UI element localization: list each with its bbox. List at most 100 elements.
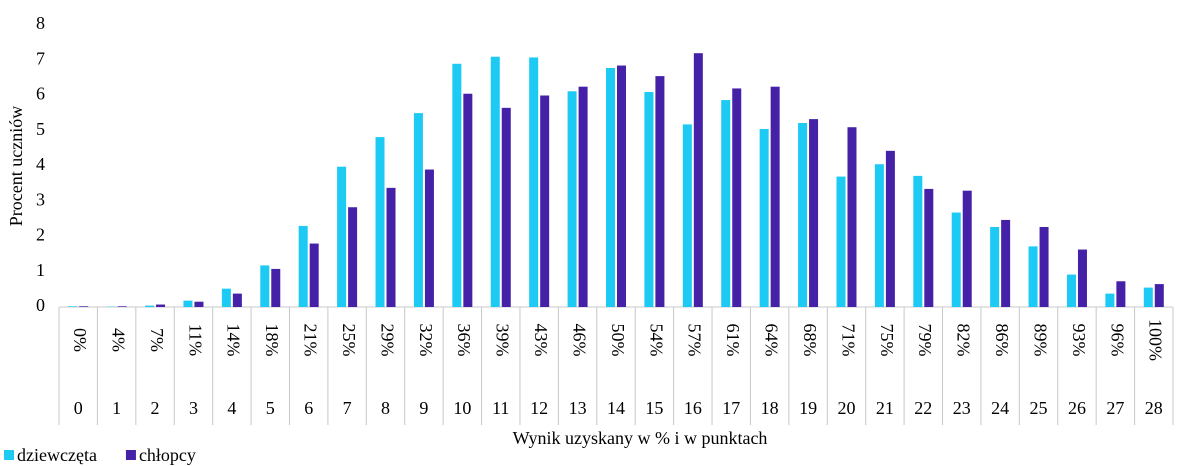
bar — [452, 63, 462, 308]
x-tick-label: 25 — [1030, 398, 1048, 418]
bar — [770, 86, 780, 307]
x-tick-percent-label: 11% — [185, 324, 205, 356]
bar — [759, 128, 769, 307]
bar — [298, 225, 308, 307]
bar — [424, 169, 434, 307]
bar — [501, 107, 511, 308]
y-tick-label: 2 — [36, 225, 45, 245]
y-tick-label: 8 — [36, 13, 45, 33]
bar — [990, 226, 1000, 307]
x-tick-percent-label: 71% — [838, 324, 858, 357]
x-tick-percent-label: 57% — [685, 324, 705, 357]
x-tick-percent-label: 54% — [646, 324, 666, 357]
legend-label: chłopcy — [139, 445, 196, 465]
x-tick-label: 12 — [530, 398, 548, 418]
x-tick-label: 20 — [837, 398, 855, 418]
bar — [463, 93, 473, 307]
bar — [1028, 246, 1038, 307]
x-tick-label: 3 — [189, 398, 198, 418]
x-tick-percent-label: 32% — [416, 324, 436, 357]
x-tick-percent-label: 79% — [915, 324, 935, 357]
bar — [194, 301, 204, 307]
x-tick-label: 21 — [876, 398, 894, 418]
bar — [490, 56, 500, 307]
y-tick-label: 3 — [36, 189, 45, 209]
bar — [732, 88, 742, 307]
x-tick-percent-label: 0% — [70, 328, 90, 352]
bar — [79, 306, 89, 307]
bar — [529, 57, 539, 308]
x-tick-label: 24 — [991, 398, 1009, 418]
bar — [221, 288, 231, 307]
y-tick-label: 4 — [36, 154, 45, 174]
x-tick-percent-label: 96% — [1107, 324, 1127, 357]
bar — [348, 207, 358, 307]
x-tick-percent-label: 46% — [569, 324, 589, 357]
bar — [693, 53, 703, 308]
bar — [540, 95, 550, 307]
bar — [309, 243, 319, 307]
bar — [1143, 287, 1153, 307]
x-tick-percent-label: 86% — [992, 324, 1012, 357]
x-tick-label: 13 — [569, 398, 587, 418]
bar — [606, 68, 615, 307]
x-tick-percent-label: 25% — [339, 324, 359, 357]
x-tick-label: 5 — [266, 398, 275, 418]
bar — [847, 127, 857, 307]
bar — [617, 65, 626, 307]
bar — [1116, 281, 1126, 307]
x-tick-label: 0 — [74, 398, 83, 418]
x-tick-percent-label: 39% — [493, 324, 513, 357]
x-tick-percent-label: 50% — [608, 324, 628, 357]
x-tick-percent-label: 89% — [1030, 324, 1050, 357]
bar — [156, 304, 166, 307]
bar — [1001, 219, 1011, 307]
bar — [1154, 284, 1164, 307]
x-tick-percent-label: 21% — [301, 324, 321, 357]
y-axis-label: Procent uczniów — [6, 106, 26, 226]
bar — [68, 306, 78, 307]
bar — [644, 91, 654, 307]
x-tick-label: 23 — [953, 398, 971, 418]
x-tick-label: 9 — [419, 398, 428, 418]
bar — [924, 188, 934, 307]
x-tick-percent-label: 100% — [1146, 319, 1166, 361]
x-tick-label: 16 — [684, 398, 702, 418]
bar — [885, 150, 895, 307]
bar — [578, 86, 588, 307]
x-tick-label: 2 — [151, 398, 160, 418]
x-tick-label: 17 — [722, 398, 740, 418]
bar — [337, 166, 347, 307]
x-tick-percent-label: 18% — [262, 324, 282, 357]
x-tick-label: 11 — [492, 398, 509, 418]
x-tick-label: 14 — [607, 398, 625, 418]
x-tick-label: 22 — [914, 398, 932, 418]
x-tick-percent-label: 29% — [377, 324, 397, 357]
x-tick-label: 7 — [343, 398, 352, 418]
bar — [962, 190, 972, 307]
bar — [145, 305, 155, 307]
x-tick-label: 10 — [453, 398, 471, 418]
x-tick-percent-label: 43% — [531, 324, 551, 357]
x-tick-percent-label: 36% — [454, 324, 474, 357]
x-tick-label: 28 — [1145, 398, 1163, 418]
x-tick-percent-label: 7% — [147, 328, 167, 352]
x-tick-label: 1 — [112, 398, 121, 418]
legend-label: dziewczęta — [17, 445, 97, 465]
x-tick-percent-label: 14% — [224, 324, 244, 357]
bar — [260, 265, 270, 307]
bar — [1105, 293, 1115, 307]
bar — [1066, 274, 1076, 307]
y-tick-label: 0 — [36, 295, 45, 315]
x-tick-percent-label: 4% — [108, 328, 128, 352]
bar — [413, 113, 423, 307]
x-tick-label: 6 — [304, 398, 313, 418]
x-tick-percent-label: 82% — [954, 324, 974, 357]
y-tick-label: 5 — [36, 119, 45, 139]
x-tick-label: 4 — [227, 398, 236, 418]
x-axis-label: Wynik uzyskany w % i w punktach — [513, 428, 768, 448]
bar — [682, 124, 692, 307]
bar — [375, 137, 385, 307]
y-tick-label: 7 — [36, 48, 45, 68]
